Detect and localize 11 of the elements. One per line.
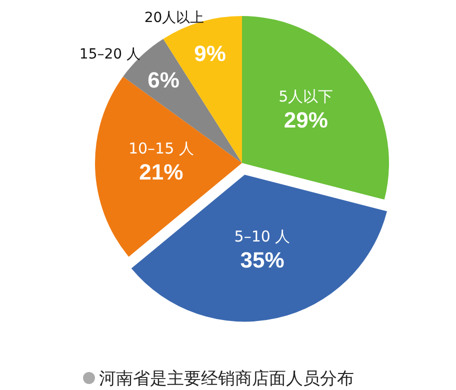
data-label: 9% xyxy=(194,40,226,66)
data-label: 21% xyxy=(139,160,184,185)
slice-label: 5人以下 xyxy=(278,87,334,106)
data-label: 29% xyxy=(284,107,328,132)
slice-label: 5–10 人 xyxy=(234,228,290,246)
slice-label: 15–20 人 xyxy=(79,46,141,63)
text: 河南省是主要经销商店面人员分布 xyxy=(99,369,354,389)
slice-label: 20人以上 xyxy=(144,10,204,26)
data-label: 6% xyxy=(148,67,180,92)
data-label: 35% xyxy=(240,248,284,273)
slice-label: 10–15 人 xyxy=(128,140,194,158)
